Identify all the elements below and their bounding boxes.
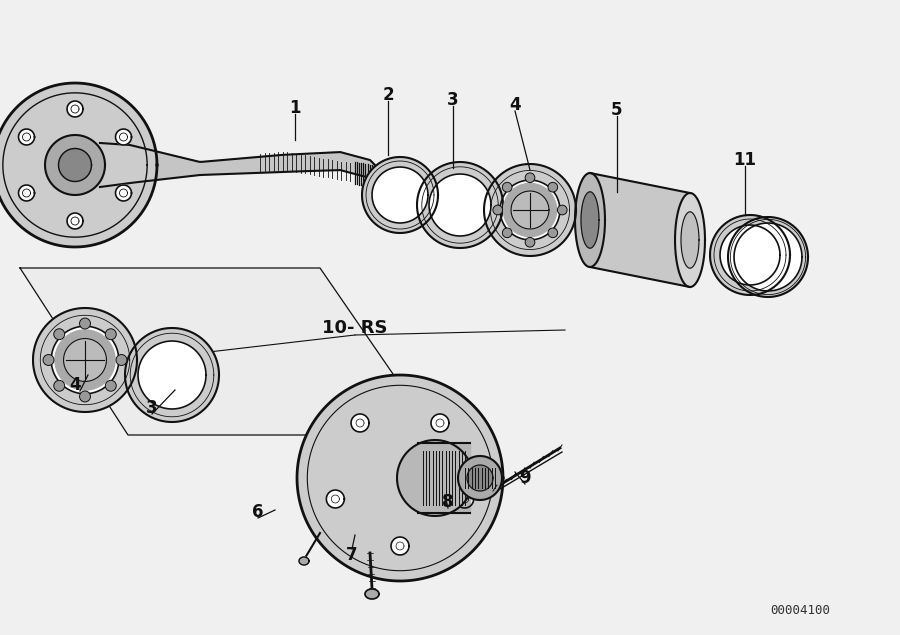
Polygon shape xyxy=(58,149,92,182)
Ellipse shape xyxy=(548,228,558,237)
Polygon shape xyxy=(115,129,131,145)
Ellipse shape xyxy=(116,354,127,366)
Text: 10- RS: 10- RS xyxy=(322,319,388,337)
Text: 1: 1 xyxy=(289,99,301,117)
Text: 4: 4 xyxy=(509,96,521,114)
Polygon shape xyxy=(391,537,409,555)
Ellipse shape xyxy=(54,329,65,340)
Ellipse shape xyxy=(526,237,535,247)
Text: 3: 3 xyxy=(146,399,158,417)
Polygon shape xyxy=(418,443,470,513)
Polygon shape xyxy=(45,135,105,195)
Polygon shape xyxy=(675,193,705,287)
Ellipse shape xyxy=(54,380,65,391)
Polygon shape xyxy=(503,184,556,237)
Ellipse shape xyxy=(79,391,91,402)
Polygon shape xyxy=(467,465,493,491)
Polygon shape xyxy=(429,174,491,236)
Text: 2: 2 xyxy=(382,86,394,104)
Polygon shape xyxy=(372,167,428,223)
Polygon shape xyxy=(299,557,309,565)
Ellipse shape xyxy=(493,205,502,215)
Polygon shape xyxy=(720,225,780,285)
Polygon shape xyxy=(327,490,345,508)
Polygon shape xyxy=(19,129,34,145)
Polygon shape xyxy=(681,212,699,268)
Polygon shape xyxy=(64,338,106,382)
Polygon shape xyxy=(297,375,503,581)
Polygon shape xyxy=(19,185,34,201)
Polygon shape xyxy=(365,589,379,599)
Ellipse shape xyxy=(105,380,116,391)
Text: 00004100: 00004100 xyxy=(770,603,830,617)
Polygon shape xyxy=(67,101,83,117)
Polygon shape xyxy=(581,192,599,248)
Text: 9: 9 xyxy=(519,469,531,487)
Text: 6: 6 xyxy=(252,503,264,521)
Polygon shape xyxy=(511,191,549,229)
Polygon shape xyxy=(100,143,378,187)
Ellipse shape xyxy=(502,182,512,192)
Polygon shape xyxy=(500,180,560,240)
Polygon shape xyxy=(728,217,808,297)
Ellipse shape xyxy=(79,318,91,329)
Text: 11: 11 xyxy=(734,151,757,169)
Polygon shape xyxy=(55,330,115,390)
Text: 4: 4 xyxy=(69,376,81,394)
Polygon shape xyxy=(397,440,473,516)
Polygon shape xyxy=(0,83,157,247)
Polygon shape xyxy=(20,268,435,435)
Ellipse shape xyxy=(548,182,558,192)
Polygon shape xyxy=(125,328,219,422)
Ellipse shape xyxy=(43,354,54,366)
Polygon shape xyxy=(455,490,473,508)
Ellipse shape xyxy=(105,329,116,340)
Polygon shape xyxy=(710,215,790,295)
Polygon shape xyxy=(484,164,576,256)
Polygon shape xyxy=(67,213,83,229)
Text: 5: 5 xyxy=(611,101,623,119)
Text: 8: 8 xyxy=(442,493,454,511)
Polygon shape xyxy=(115,185,131,201)
Ellipse shape xyxy=(526,173,535,183)
Polygon shape xyxy=(51,326,119,394)
Text: 3: 3 xyxy=(447,91,459,109)
Polygon shape xyxy=(575,173,605,267)
Ellipse shape xyxy=(557,205,567,215)
Polygon shape xyxy=(458,456,502,500)
Polygon shape xyxy=(138,341,206,409)
Polygon shape xyxy=(362,157,438,233)
Polygon shape xyxy=(33,308,137,412)
Polygon shape xyxy=(351,414,369,432)
Polygon shape xyxy=(734,223,802,291)
Polygon shape xyxy=(431,414,449,432)
Ellipse shape xyxy=(502,228,512,237)
Polygon shape xyxy=(417,162,503,248)
Polygon shape xyxy=(373,166,389,186)
Polygon shape xyxy=(590,173,690,287)
Text: 7: 7 xyxy=(346,546,358,564)
